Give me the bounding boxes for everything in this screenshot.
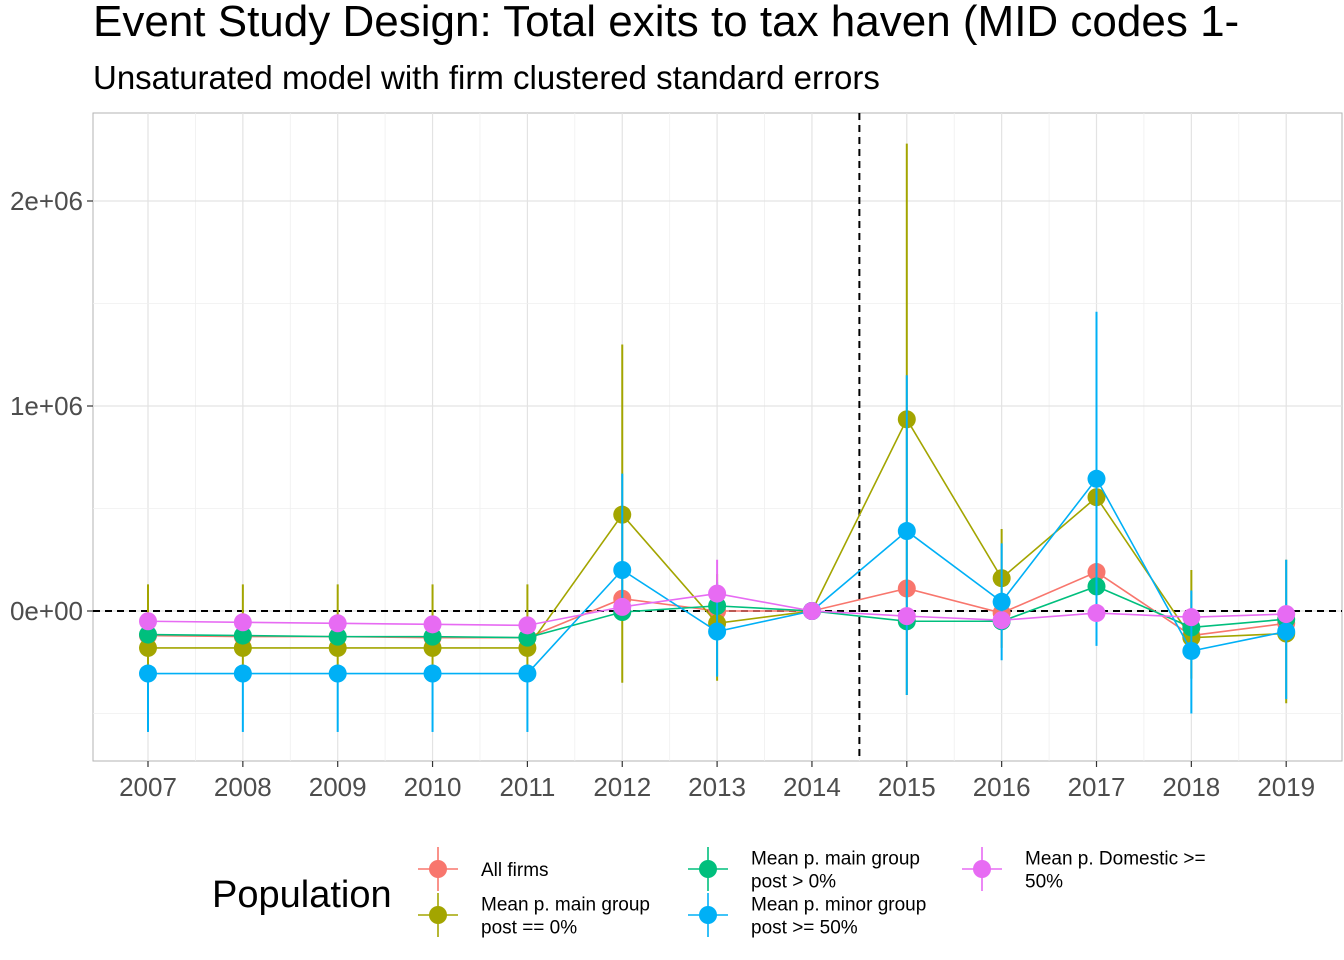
chart-subtitle: Unsaturated model with firm clustered st… xyxy=(93,59,880,96)
data-point xyxy=(328,614,347,633)
data-point xyxy=(423,664,442,683)
data-point xyxy=(423,615,442,634)
data-point xyxy=(328,627,347,646)
axis-tick-labels: 2007 2008 2009 2010 2011 2012 2013 2014 2015 2016… xyxy=(10,186,1315,802)
x-tick-label: 2011 xyxy=(499,772,555,802)
data-point xyxy=(139,638,157,657)
data-point xyxy=(802,602,821,620)
legend-key-point xyxy=(699,906,717,924)
legend-label: Mean p. main group xyxy=(481,895,650,916)
legend-label: post == 0% xyxy=(481,918,577,939)
data-point xyxy=(423,627,442,646)
y-tick-label: 0e+00 xyxy=(10,596,83,626)
legend-label: Mean p. Domestic >= xyxy=(1025,849,1206,870)
data-point xyxy=(897,607,916,626)
legend-key-point xyxy=(429,906,447,924)
data-point xyxy=(139,664,157,683)
data-point xyxy=(518,628,537,647)
data-point xyxy=(708,584,727,603)
data-point xyxy=(1277,622,1296,641)
data-point xyxy=(139,612,157,631)
legend-entry: All firms xyxy=(418,847,549,891)
data-point xyxy=(233,638,252,657)
x-tick-label: 2008 xyxy=(214,772,272,802)
data-point xyxy=(992,611,1011,630)
legend-label: Mean p. minor group xyxy=(751,895,926,916)
legend-key-point xyxy=(973,860,991,878)
x-tick-label: 2012 xyxy=(593,772,651,802)
data-point xyxy=(1087,469,1106,488)
series-4 xyxy=(139,559,1296,635)
data-point xyxy=(708,622,727,641)
data-point xyxy=(233,664,252,683)
legend-title: Population xyxy=(212,874,392,916)
x-tick-label: 2015 xyxy=(878,772,936,802)
data-point xyxy=(1182,608,1201,627)
series-marks xyxy=(139,143,1296,732)
legend-key-point xyxy=(429,860,447,878)
legend-label: post > 0% xyxy=(751,872,836,893)
x-tick-label: 2018 xyxy=(1162,772,1220,802)
legend-label: post >= 50% xyxy=(751,918,858,939)
x-tick-label: 2014 xyxy=(783,772,841,802)
data-point xyxy=(233,613,252,632)
x-tick-label: 2017 xyxy=(1068,772,1126,802)
data-point xyxy=(233,626,252,645)
data-point xyxy=(1087,604,1106,623)
y-tick-label: 1e+06 xyxy=(10,391,83,421)
data-point xyxy=(518,616,537,635)
legend-entry: Mean p. Domestic >=50% xyxy=(962,847,1206,893)
chart-title: Event Study Design: Total exits to tax h… xyxy=(93,0,1239,46)
data-point xyxy=(613,561,632,579)
x-tick-label: 2010 xyxy=(404,772,462,802)
data-point xyxy=(613,597,632,616)
data-point xyxy=(328,664,347,683)
x-tick-label: 2013 xyxy=(688,772,746,802)
data-point xyxy=(518,664,537,683)
data-point xyxy=(992,592,1011,611)
x-tick-label: 2007 xyxy=(119,772,177,802)
legend-label: All firms xyxy=(481,860,549,881)
data-point xyxy=(1277,605,1296,624)
data-point xyxy=(897,522,916,541)
y-tick-label: 2e+06 xyxy=(10,186,83,216)
legend-key-point xyxy=(699,860,717,878)
data-point xyxy=(1182,641,1201,660)
x-tick-label: 2016 xyxy=(973,772,1031,802)
x-tick-label: 2019 xyxy=(1257,772,1315,802)
legend-label: Mean p. main group xyxy=(751,849,920,870)
legend-label: 50% xyxy=(1025,872,1063,893)
data-point xyxy=(139,625,157,644)
x-tick-label: 2009 xyxy=(309,772,367,802)
